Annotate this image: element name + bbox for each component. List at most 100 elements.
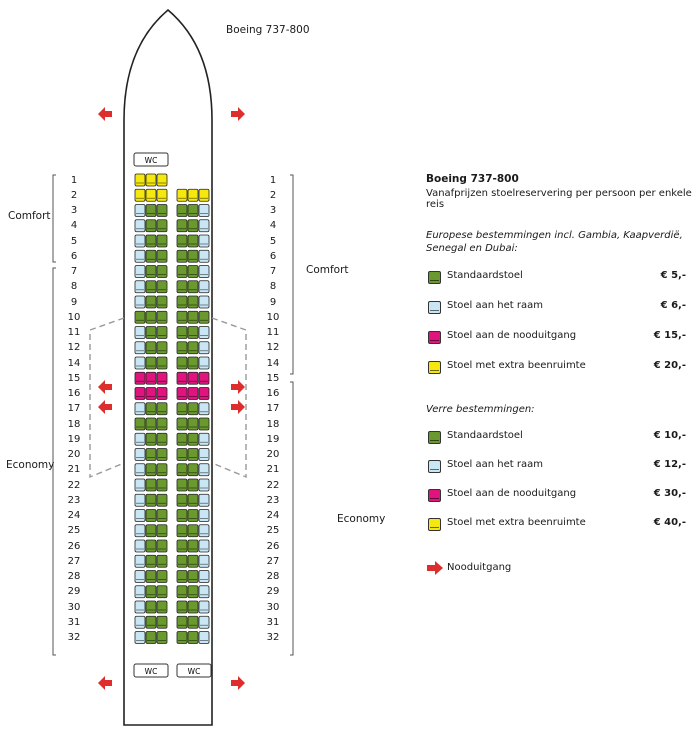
seat-8-F-window[interactable] [198, 280, 210, 294]
seat-14-B-standard[interactable] [145, 356, 157, 370]
seat-27-A-window[interactable] [134, 554, 146, 568]
seat-8-A-window[interactable] [134, 280, 146, 294]
seat-9-F-window[interactable] [198, 295, 210, 309]
seat-28-D-standard[interactable] [176, 570, 188, 583]
seat-15-E-exit[interactable] [187, 371, 199, 385]
seat-14-E-standard[interactable] [187, 356, 199, 370]
seat-25-E-standard[interactable] [187, 524, 199, 538]
seat-19-B-standard[interactable] [145, 432, 157, 446]
seat-30-B-standard[interactable] [145, 600, 157, 614]
seat-24-A-window[interactable] [134, 509, 146, 522]
seat-23-D-standard[interactable] [176, 493, 188, 507]
seat-2-B-legroom[interactable] [145, 188, 157, 202]
seat-27-B-standard[interactable] [145, 554, 157, 568]
seat-11-F-window[interactable] [198, 326, 210, 339]
seat-31-E-standard[interactable] [187, 615, 199, 629]
seat-2-F-legroom[interactable] [198, 188, 210, 202]
seat-10-B-standard[interactable] [145, 310, 157, 324]
seat-15-B-exit[interactable] [145, 371, 157, 385]
seat-18-B-standard[interactable] [145, 417, 157, 431]
seat-31-D-standard[interactable] [176, 615, 188, 629]
seat-1-C-legroom[interactable] [156, 173, 168, 187]
seat-24-B-standard[interactable] [145, 509, 157, 522]
seat-2-E-legroom[interactable] [187, 188, 199, 202]
seat-17-B-standard[interactable] [145, 402, 157, 416]
seat-6-F-window[interactable] [198, 249, 210, 263]
seat-17-E-standard[interactable] [187, 402, 199, 416]
seat-25-A-window[interactable] [134, 524, 146, 538]
seat-30-A-window[interactable] [134, 600, 146, 614]
seat-12-B-standard[interactable] [145, 341, 157, 355]
seat-25-C-standard[interactable] [156, 524, 168, 538]
seat-19-A-window[interactable] [134, 432, 146, 446]
seat-18-A-standard[interactable] [134, 417, 146, 431]
seat-29-D-standard[interactable] [176, 585, 188, 599]
seat-22-A-window[interactable] [134, 478, 146, 492]
seat-9-B-standard[interactable] [145, 295, 157, 309]
seat-31-A-window[interactable] [134, 615, 146, 629]
seat-16-A-exit[interactable] [134, 387, 146, 400]
seat-21-F-window[interactable] [198, 463, 210, 477]
seat-14-F-window[interactable] [198, 356, 210, 370]
seat-20-E-standard[interactable] [187, 448, 199, 461]
seat-3-D-standard[interactable] [176, 204, 188, 217]
seat-24-E-standard[interactable] [187, 509, 199, 522]
seat-5-F-window[interactable] [198, 234, 210, 248]
seat-18-D-standard[interactable] [176, 417, 188, 431]
seat-22-D-standard[interactable] [176, 478, 188, 492]
seat-23-B-standard[interactable] [145, 493, 157, 507]
seat-22-E-standard[interactable] [187, 478, 199, 492]
seat-4-D-standard[interactable] [176, 219, 188, 233]
seat-24-C-standard[interactable] [156, 509, 168, 522]
seat-31-F-window[interactable] [198, 615, 210, 629]
seat-20-C-standard[interactable] [156, 448, 168, 461]
seat-26-D-standard[interactable] [176, 539, 188, 553]
seat-21-C-standard[interactable] [156, 463, 168, 477]
seat-25-F-window[interactable] [198, 524, 210, 538]
seat-32-C-standard[interactable] [156, 631, 168, 644]
seat-26-C-standard[interactable] [156, 539, 168, 553]
seat-25-B-standard[interactable] [145, 524, 157, 538]
seat-18-C-standard[interactable] [156, 417, 168, 431]
seat-11-E-standard[interactable] [187, 326, 199, 339]
seat-5-B-standard[interactable] [145, 234, 157, 248]
seat-15-F-exit[interactable] [198, 371, 210, 385]
seat-2-D-legroom[interactable] [176, 188, 188, 202]
seat-6-C-standard[interactable] [156, 249, 168, 263]
seat-4-C-standard[interactable] [156, 219, 168, 233]
seat-28-B-standard[interactable] [145, 570, 157, 583]
seat-10-E-standard[interactable] [187, 310, 199, 324]
seat-17-D-standard[interactable] [176, 402, 188, 416]
seat-4-F-window[interactable] [198, 219, 210, 233]
seat-19-E-standard[interactable] [187, 432, 199, 446]
seat-21-B-standard[interactable] [145, 463, 157, 477]
seat-19-F-window[interactable] [198, 432, 210, 446]
seat-5-E-standard[interactable] [187, 234, 199, 248]
seat-18-E-standard[interactable] [187, 417, 199, 431]
seat-22-C-standard[interactable] [156, 478, 168, 492]
seat-2-A-legroom[interactable] [134, 188, 146, 202]
seat-4-E-standard[interactable] [187, 219, 199, 233]
seat-7-E-standard[interactable] [187, 265, 199, 278]
seat-29-C-standard[interactable] [156, 585, 168, 599]
seat-28-E-standard[interactable] [187, 570, 199, 583]
seat-9-C-standard[interactable] [156, 295, 168, 309]
seat-16-C-exit[interactable] [156, 387, 168, 400]
seat-31-C-standard[interactable] [156, 615, 168, 629]
seat-14-D-standard[interactable] [176, 356, 188, 370]
seat-21-E-standard[interactable] [187, 463, 199, 477]
seat-20-D-standard[interactable] [176, 448, 188, 461]
seat-4-B-standard[interactable] [145, 219, 157, 233]
seat-10-A-standard[interactable] [134, 310, 146, 324]
seat-31-B-standard[interactable] [145, 615, 157, 629]
seat-32-A-window[interactable] [134, 631, 146, 644]
seat-26-B-standard[interactable] [145, 539, 157, 553]
seat-24-D-standard[interactable] [176, 509, 188, 522]
seat-15-C-exit[interactable] [156, 371, 168, 385]
seat-6-D-standard[interactable] [176, 249, 188, 263]
seat-9-A-window[interactable] [134, 295, 146, 309]
seat-6-B-standard[interactable] [145, 249, 157, 263]
seat-10-D-standard[interactable] [176, 310, 188, 324]
seat-28-C-standard[interactable] [156, 570, 168, 583]
seat-25-D-standard[interactable] [176, 524, 188, 538]
